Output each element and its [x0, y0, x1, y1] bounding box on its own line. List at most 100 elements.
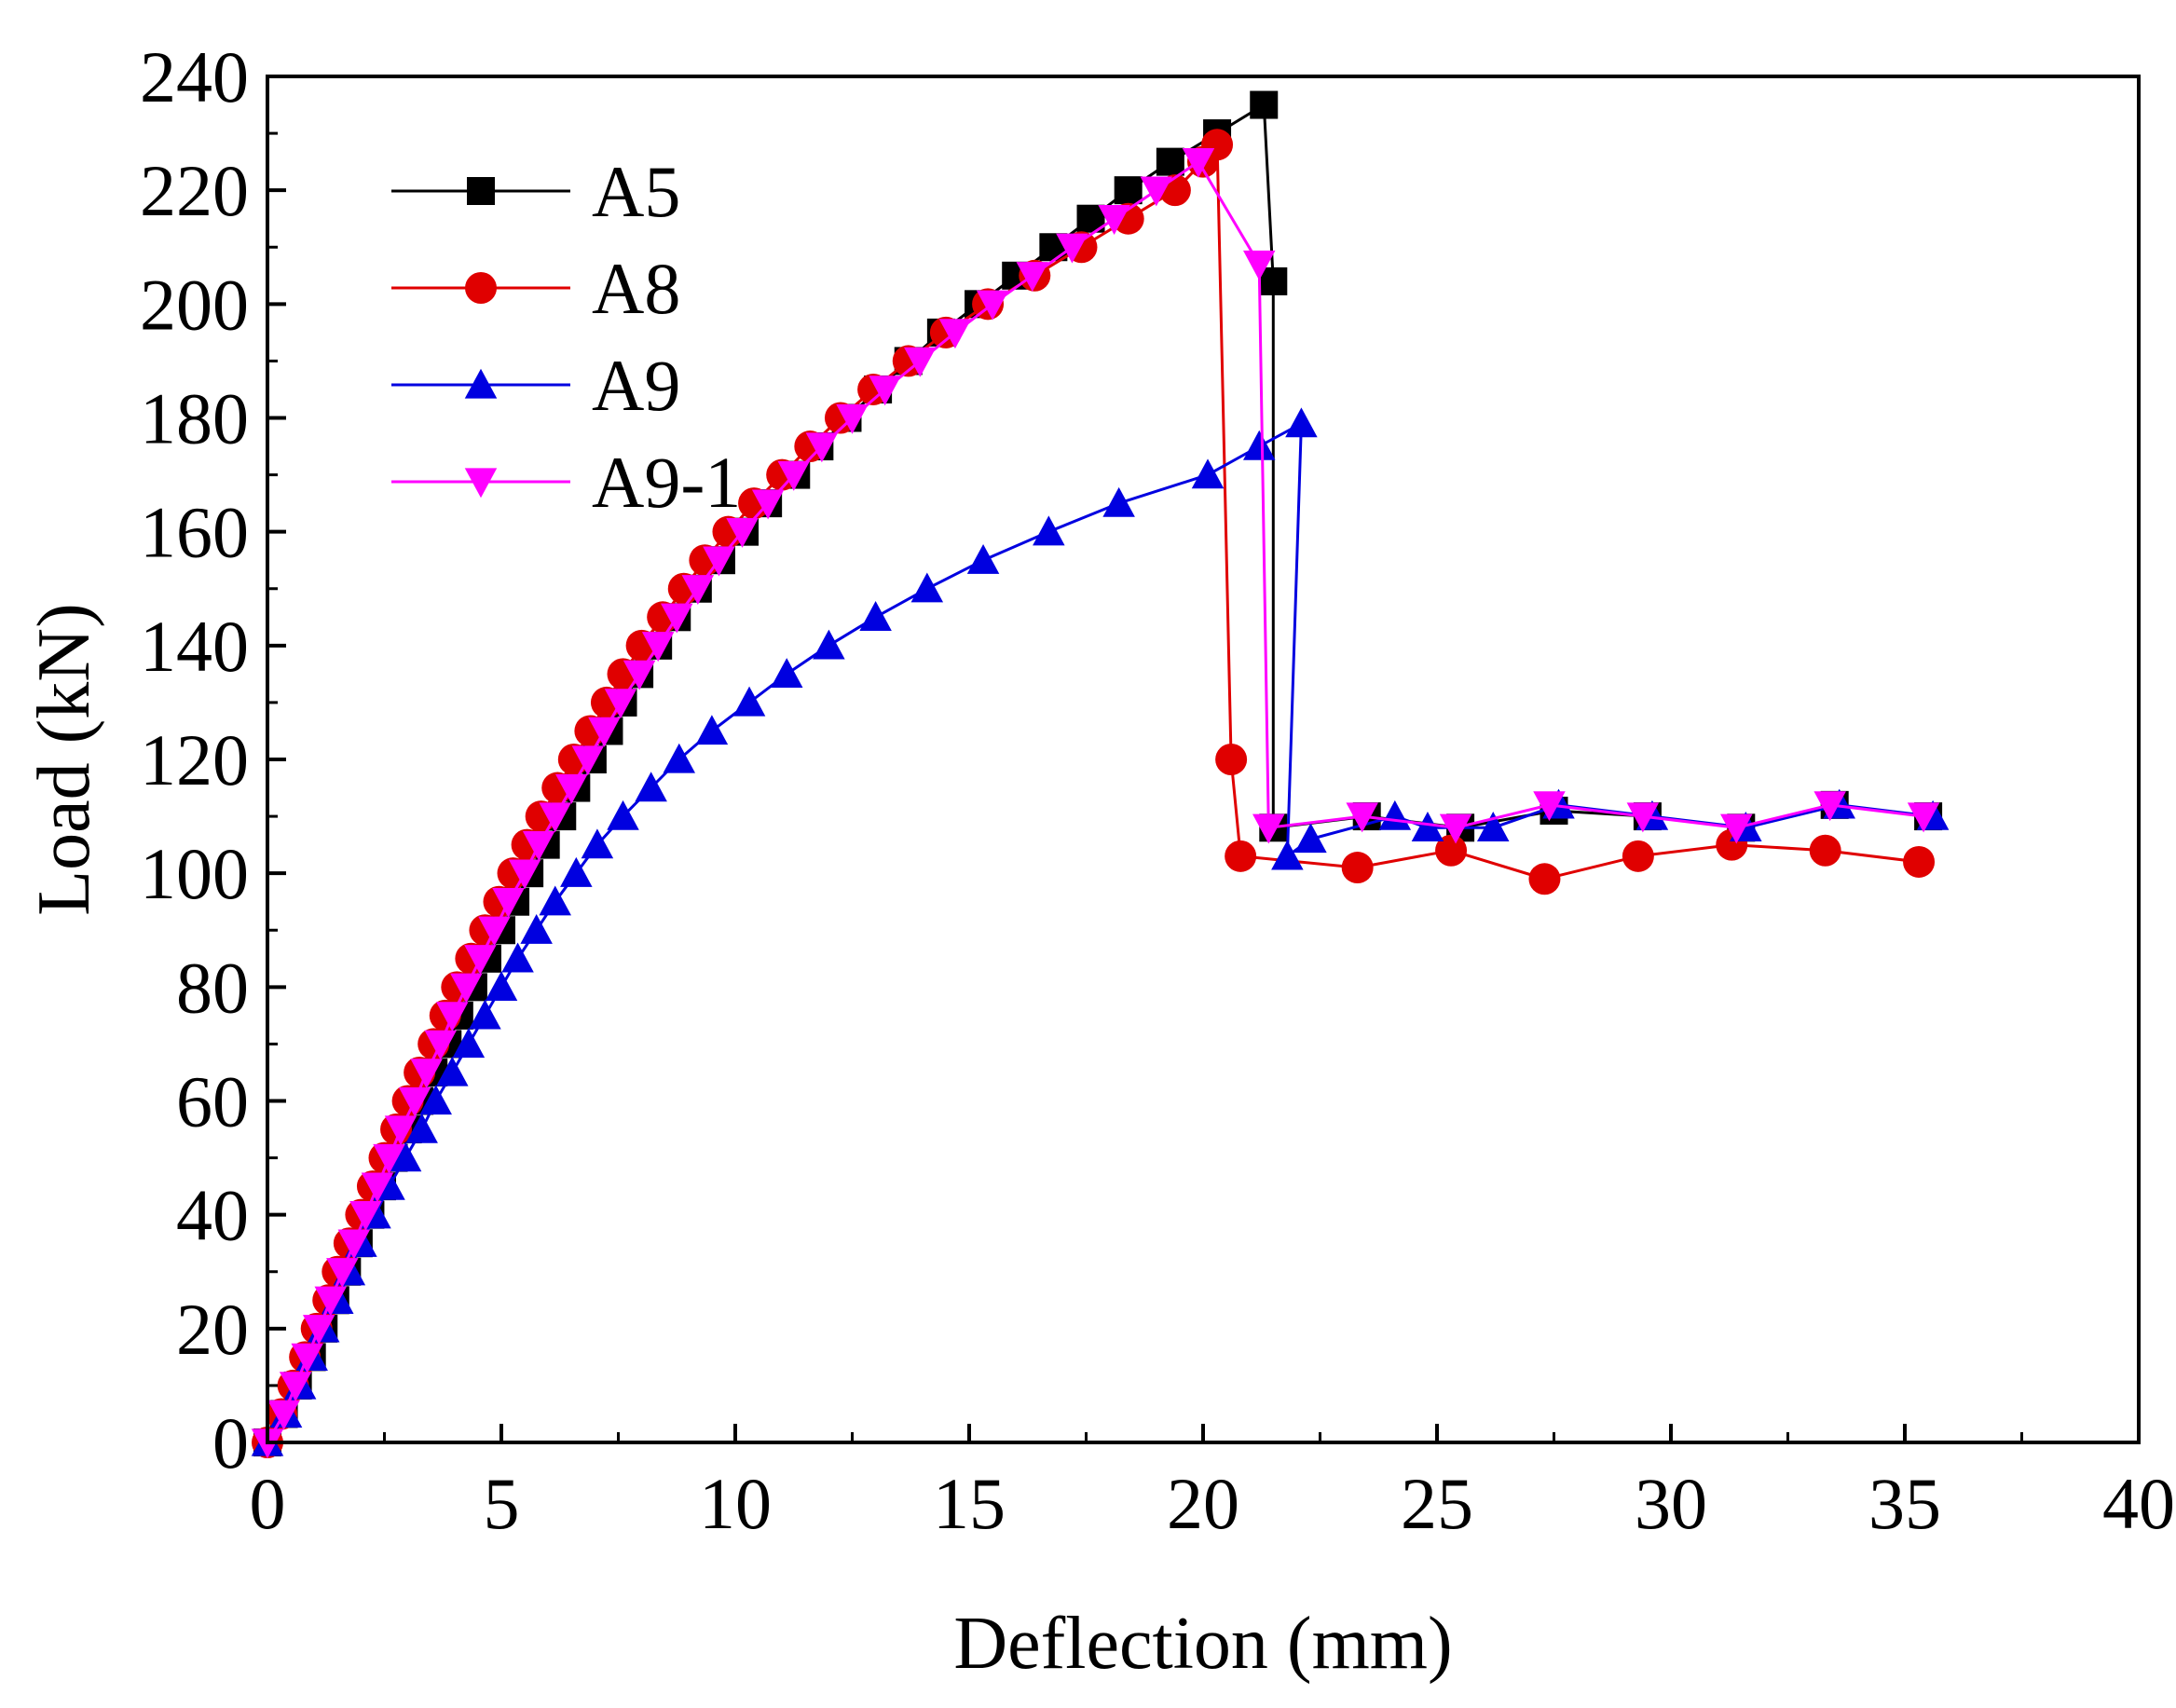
data-point-a9-1 [805, 432, 839, 463]
data-point-a9-1 [436, 1002, 469, 1032]
data-point-a9 [560, 856, 593, 887]
legend-marker [464, 368, 498, 399]
data-point-a9 [389, 1141, 422, 1172]
plot-area-frame [266, 75, 2141, 1444]
data-point-a9-1 [302, 1315, 335, 1346]
data-point-a9-1 [1813, 791, 1846, 822]
data-point-a9-1 [1242, 250, 1276, 280]
legend-item-a9: A9 [391, 345, 680, 426]
series-line-a9 [266, 422, 1934, 1443]
data-point-a9 [520, 914, 553, 944]
data-point-a8 [1215, 744, 1248, 775]
data-point-a9 [1411, 812, 1444, 841]
data-point-a9-1 [1346, 802, 1378, 833]
data-point-a9 [1102, 486, 1135, 517]
data-point-a8 [1809, 834, 1841, 867]
data-point-a9 [663, 743, 696, 773]
data-point-a9-1 [1140, 176, 1173, 207]
x-tick-label: 35 [1868, 1463, 1941, 1544]
data-point-a8 [1903, 845, 1936, 878]
data-point-a9 [1378, 799, 1412, 830]
data-point-a9-1 [777, 460, 810, 491]
data-point-a9-1 [337, 1229, 371, 1260]
data-point-a5 [1250, 90, 1279, 119]
y-tick-label: 140 [140, 606, 249, 687]
legend-item-a5: A5 [391, 151, 680, 232]
x-tick-label: 0 [250, 1463, 286, 1544]
data-point-a9-1 [1720, 813, 1753, 844]
data-point-a9 [485, 971, 518, 1001]
data-point-a9-1 [539, 802, 571, 833]
data-point-a9 [732, 686, 766, 717]
data-point-a9 [1476, 812, 1510, 841]
data-point-a9-1 [623, 660, 656, 690]
data-point-a9 [405, 1113, 438, 1143]
data-point-a9-1 [291, 1343, 323, 1373]
data-point-a9-1 [1098, 205, 1130, 235]
data-point-a9-1 [1182, 147, 1215, 178]
data-point-a9-1 [1056, 233, 1088, 264]
data-point-a9 [581, 828, 614, 859]
y-tick-label: 240 [140, 36, 249, 117]
data-point-a9-1 [604, 689, 637, 719]
x-tick-label: 5 [484, 1463, 520, 1544]
y-tick-label: 100 [140, 833, 249, 914]
data-point-a9-1 [726, 518, 759, 548]
data-point-a5 [1156, 147, 1184, 176]
legend-label: A9 [592, 345, 680, 426]
y-tick-label: 60 [176, 1061, 249, 1142]
data-point-a9-1 [751, 489, 785, 520]
legend-label: A5 [592, 151, 680, 232]
legend-label: A9-1 [592, 442, 741, 523]
data-point-a8 [1528, 863, 1561, 895]
series-line-a5 [266, 103, 1929, 1443]
data-point-a9-1 [478, 916, 511, 947]
data-point-a9-1 [571, 745, 605, 776]
x-tick-label: 10 [699, 1463, 772, 1544]
data-point-a9 [635, 772, 667, 802]
data-point-a8 [1622, 840, 1654, 872]
data-point-a9 [1285, 407, 1318, 438]
data-point-a9-1 [555, 773, 588, 804]
series-a8 [252, 129, 1936, 1458]
data-point-a9 [1242, 430, 1276, 460]
data-point-a9-1 [1439, 813, 1472, 844]
x-tick-label: 15 [933, 1463, 1006, 1544]
data-point-a9-1 [398, 1086, 431, 1117]
y-tick-label: 120 [140, 719, 249, 800]
data-point-a9-1 [588, 717, 621, 747]
y-axis-title: Load (kN) [23, 603, 105, 915]
series-line-a9-1 [266, 160, 1924, 1443]
y-tick-label: 40 [176, 1175, 249, 1256]
y-tick-label: 160 [140, 492, 249, 573]
y-tick-label: 200 [140, 264, 249, 345]
data-point-a9-1 [1626, 802, 1660, 833]
data-point-a9 [436, 1056, 469, 1086]
data-point-a9-1 [326, 1258, 359, 1288]
data-point-a9-1 [492, 888, 525, 918]
data-point-a5 [1259, 266, 1288, 295]
data-point-a9-1 [1907, 802, 1940, 833]
data-point-a9 [859, 601, 892, 631]
x-tick-label: 30 [1635, 1463, 1707, 1544]
data-point-a9-1 [522, 830, 555, 861]
series-line-a8 [266, 143, 1920, 1443]
data-point-a9-1 [508, 859, 541, 890]
data-point-a9-1 [1252, 813, 1285, 844]
data-point-a8 [1435, 834, 1468, 867]
data-point-a9-1 [464, 945, 497, 976]
data-point-a9 [452, 1028, 486, 1059]
y-tick-label: 20 [176, 1289, 249, 1370]
data-point-a9-1 [976, 290, 1009, 321]
legend-marker [465, 272, 497, 304]
data-point-a9-1 [279, 1372, 312, 1402]
data-point-a9-1 [410, 1059, 443, 1089]
data-point-a9-1 [938, 319, 972, 349]
data-point-a9-1 [661, 603, 693, 634]
data-point-a9 [539, 885, 571, 916]
x-tick-label: 40 [2102, 1463, 2175, 1544]
data-point-a8 [1225, 840, 1257, 872]
data-point-a9-1 [384, 1115, 417, 1146]
y-axis: 0 20 40 60 80 100 120 140 160 180 200 220 240 [140, 36, 286, 1483]
